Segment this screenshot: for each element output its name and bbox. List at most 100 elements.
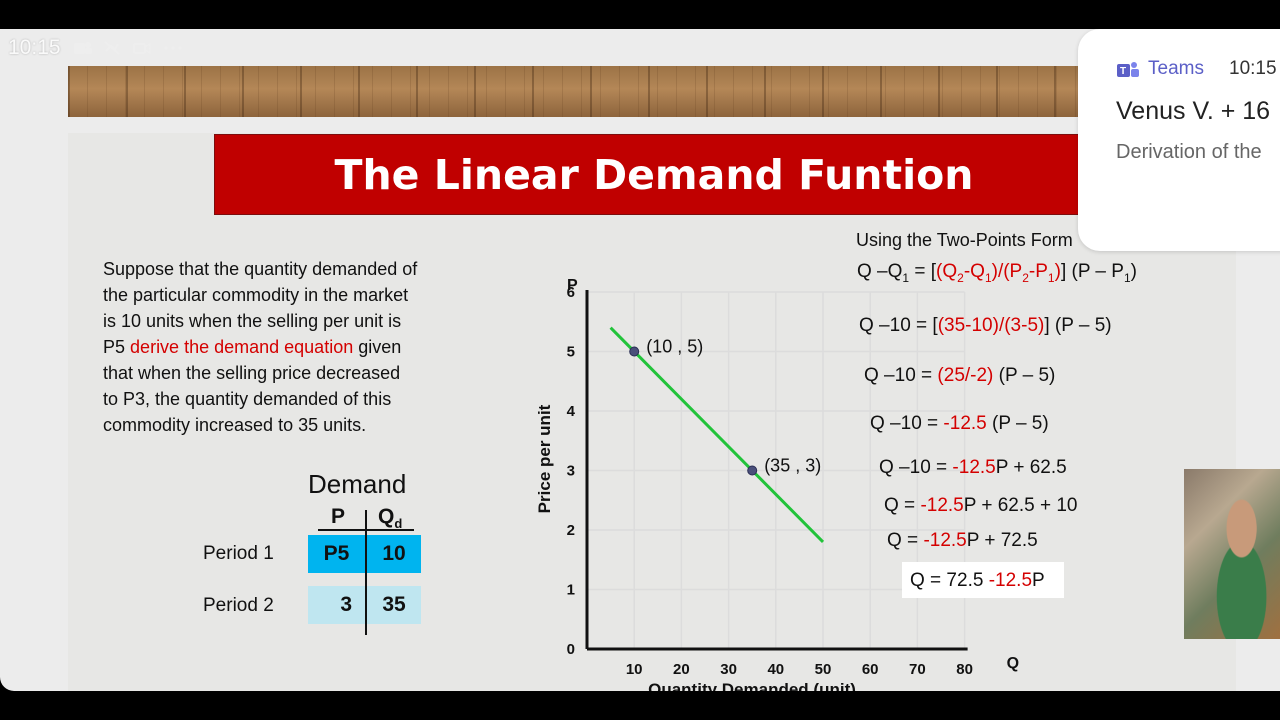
demand-table-title: Demand (308, 469, 407, 499)
period-2-label: Period 2 (203, 595, 274, 616)
eq1-red-part: ) (1054, 261, 1061, 282)
cell-period2-price: 3 (308, 586, 365, 624)
slide-body (68, 133, 1236, 691)
eq1-red-term: (Q2-Q1)/(P2-P1) (936, 261, 1061, 285)
eq1-part: Q –Q (857, 261, 903, 282)
data-point (629, 346, 640, 357)
y-tick-label: 1 (567, 582, 575, 599)
teams-notification[interactable]: T Teams 10:15 (1078, 29, 1280, 251)
eq-red-part: (35-10)/(3-5) (937, 315, 1045, 336)
eq1-part: = [ (909, 261, 937, 282)
eq-part: P + 62.5 + 10 (963, 495, 1078, 516)
cell-period1-price: P5 (308, 535, 365, 573)
teams-icon: T (1116, 60, 1140, 85)
x-tick-label: 80 (956, 661, 973, 678)
status-bar: 10:15 (8, 36, 182, 60)
problem-line: to P3, the quantity demanded of this (103, 389, 392, 409)
teams-notification-time: 10:15 (1229, 58, 1277, 79)
eq-red-part: -12.5 (920, 495, 964, 516)
y-tick-label: 4 (567, 403, 576, 420)
equation-4: Q –10 = -12.5 (P – 5) (870, 413, 1049, 435)
data-point (747, 465, 758, 476)
eq1-sub: 1 (1123, 270, 1131, 285)
problem-highlight: derive the demand equation (130, 337, 354, 357)
eq-part: P + 72.5 (966, 530, 1038, 551)
demand-chart: 10 20 30 40 50 60 70 80 0 1 2 3 4 5 6P Q Quantity Demand… (535, 278, 1019, 691)
table-header-q-sub: d (394, 516, 403, 532)
y-tick-label: 5 (567, 344, 575, 361)
top-black-bar (0, 0, 1280, 29)
eq1-red-part: )/(P (991, 261, 1023, 282)
equation-heading: Using the Two-Points Form (856, 230, 1073, 250)
eq1-sub: 2 (1022, 270, 1029, 285)
table-header-q-letter: Q (378, 505, 395, 528)
eq1-sub: 1 (984, 270, 992, 285)
eq1-part: ) (1130, 261, 1137, 282)
eq-part: Q = 72.5 (910, 570, 989, 591)
table-header-q: Qd (378, 505, 402, 531)
problem-line: P5 derive the demand equation given (103, 334, 463, 360)
teams-sender: Venus V. + 16 (1116, 97, 1271, 125)
y-axis-letter: P (567, 278, 578, 294)
teams-message-preview: Derivation of the (1116, 141, 1262, 163)
y-axis-title: Price per unit (535, 404, 554, 513)
problem-line: commodity increased to 35 units. (103, 415, 367, 435)
eq-part: Q –10 = (864, 365, 938, 386)
x-tick-label: 60 (862, 661, 879, 678)
eq1-sub: 1 (902, 270, 910, 285)
table-divider (365, 510, 367, 635)
x-axis-letter: Q (1007, 655, 1019, 672)
video-icon (132, 40, 151, 56)
y-tick-label: 0 (567, 641, 575, 658)
x-tick-label: 30 (720, 661, 737, 678)
period-1-label: Period 1 (203, 543, 274, 564)
x-tick-label: 40 (767, 661, 784, 678)
table-header-p: P (331, 505, 346, 528)
problem-line: that when the selling price decreased (103, 363, 401, 383)
equation-1: Q –Q1 = [(Q2-Q1)/(P2-P1)] (P – P1) (857, 261, 1137, 285)
slide-title: The Linear Demand Funtion (334, 151, 974, 199)
cell-period1-qty: 10 (367, 535, 421, 573)
eq-part: Q = (884, 495, 921, 516)
problem-statement: Suppose that the quantity demanded of th… (103, 256, 463, 438)
eq1-red-part: (Q (936, 261, 958, 282)
slide-title-banner: The Linear Demand Funtion (214, 134, 1094, 215)
problem-line: the particular commodity in the market (103, 285, 409, 305)
more-dots-icon (163, 40, 182, 56)
svg-text:T: T (1120, 66, 1126, 77)
cell-period2-qty: 35 (367, 586, 421, 624)
x-tick-label: 10 (626, 661, 643, 678)
eq-part: Q –10 = (870, 413, 944, 434)
eq-part: P (1032, 570, 1045, 591)
problem-line: Suppose that the quantity demanded of (103, 259, 418, 279)
equation-5: Q –10 = -12.5P + 62.5 (879, 457, 1067, 479)
status-time: 10:15 (8, 36, 61, 59)
x-tick-label: 50 (815, 661, 832, 678)
demand-line (609, 326, 825, 543)
equation-2: Q –10 = [(35-10)/(3-5)] (P – 5) (859, 315, 1112, 337)
eq-part: Q = (887, 530, 924, 551)
x-tick-label: 70 (909, 661, 926, 678)
eq-part: ] (P – 5) (1044, 315, 1112, 336)
equation-6: Q = -12.5P + 62.5 + 10 (884, 495, 1078, 517)
y-tick-label: 2 (567, 522, 575, 539)
eq-red-part: -12.5 (988, 570, 1033, 591)
wood-header-image (68, 66, 1198, 117)
y-tick-label: 6 (567, 284, 575, 301)
participant-video-thumbnail[interactable] (1184, 469, 1280, 639)
eq-part: Q –10 = [ (859, 315, 938, 336)
x-axis-title: Quantity Demanded (unit) (648, 680, 856, 691)
eq-red-part: -12.5 (923, 530, 967, 551)
eq-part: P + 62.5 (995, 457, 1067, 478)
teams-app-name: Teams (1148, 58, 1204, 79)
y-tick-label: 3 (567, 463, 575, 480)
final-equation: Q = 72.5 -12.5P (910, 570, 1045, 592)
final-equation-box (902, 562, 1064, 598)
muted-icon (103, 40, 121, 56)
eq-part: (P – 5) (993, 365, 1056, 386)
equation-7: Q = -12.5P + 72.5 (887, 530, 1038, 552)
bottom-black-bar (0, 691, 1280, 720)
x-tick-label: 20 (673, 661, 690, 678)
eq-red-part: -12.5 (943, 413, 987, 434)
eq-red-part: -12.5 (952, 457, 996, 478)
